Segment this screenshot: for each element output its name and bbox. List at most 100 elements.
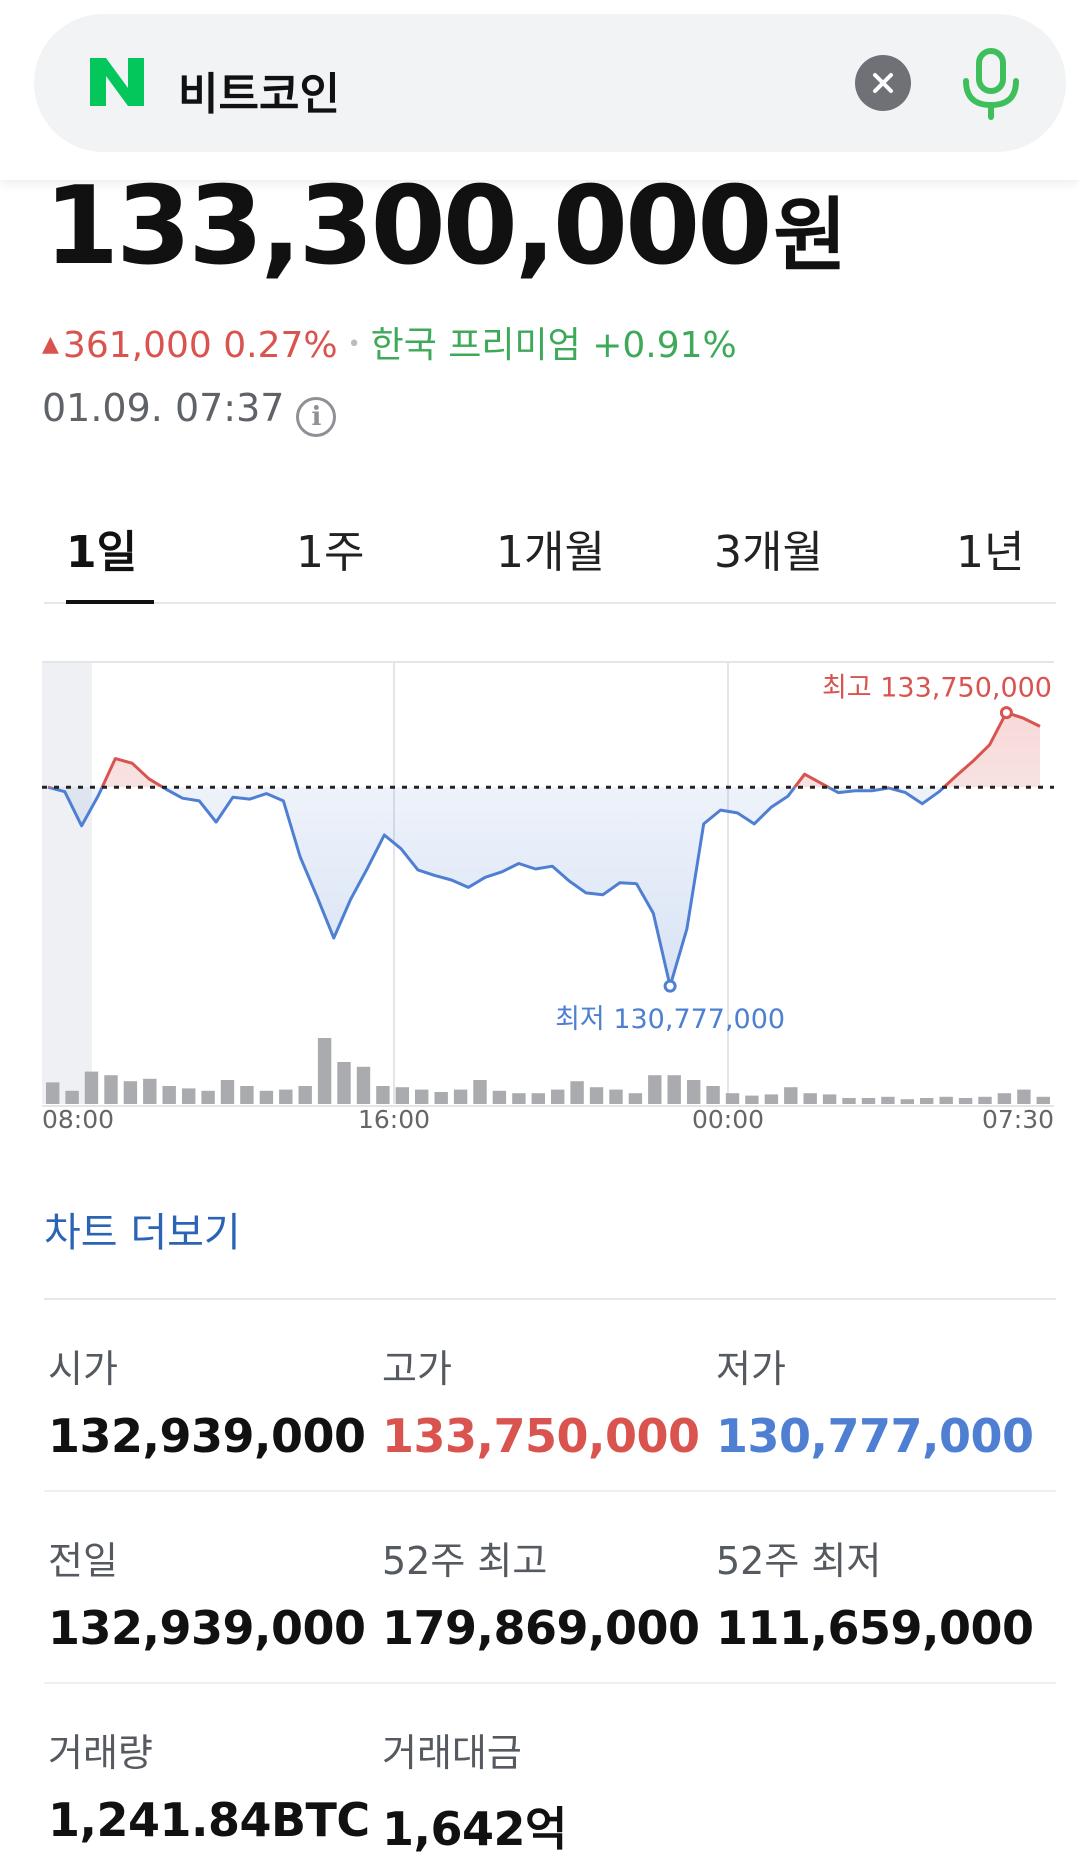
volume-bar xyxy=(337,1062,351,1104)
volume-bar xyxy=(1017,1089,1031,1104)
volume-bar xyxy=(861,1098,876,1104)
price-value: 133,300,000 xyxy=(44,164,772,289)
stat-value: 132,939,000 xyxy=(48,1409,366,1463)
tab-1-month[interactable]: 1개월 xyxy=(496,527,605,578)
stat-open: 시가 132,939,000 xyxy=(48,1338,366,1463)
volume-bars xyxy=(46,1038,1050,1104)
volume-bar xyxy=(997,1093,1012,1104)
volume-bar xyxy=(900,1099,914,1104)
clear-search-button[interactable] xyxy=(855,55,911,111)
volume-bar xyxy=(492,1090,507,1104)
stat-label: 시가 xyxy=(48,1347,118,1391)
tab-3-month[interactable]: 3개월 xyxy=(714,527,823,578)
stat-value: 130,777,000 xyxy=(716,1409,1034,1463)
volume-bar xyxy=(317,1038,332,1104)
stats-table: 시가 132,939,000 고가 133,750,000 저가 130,777… xyxy=(44,1298,1056,1876)
stat-label: 거래량 xyxy=(48,1731,153,1775)
high-label: 최고 133,750,000 xyxy=(822,673,1052,704)
x-tick-0000: 00:00 xyxy=(692,1105,764,1134)
search-header: 비트코인 xyxy=(0,0,1079,180)
volume-bar xyxy=(104,1075,118,1104)
stat-label: 전일 xyxy=(48,1539,118,1583)
stats-row: 거래량 1,241.84BTC 거래대금 1,642억 xyxy=(44,1684,1056,1876)
area-below-baseline xyxy=(48,787,1040,987)
volume-bar xyxy=(46,1082,60,1104)
stat-52w-low: 52주 최저 111,659,000 xyxy=(716,1530,1034,1655)
price-chart[interactable]: 최고 133,750,000 최저 130,777,000 08:00 16:0… xyxy=(40,650,1060,1140)
volume-bar xyxy=(220,1080,235,1104)
volume-bar xyxy=(182,1088,196,1104)
volume-bar xyxy=(395,1087,409,1104)
volume-bar xyxy=(745,1095,759,1104)
stat-value: 111,659,000 xyxy=(716,1601,1034,1655)
up-arrow-icon: ▲ xyxy=(42,332,59,357)
stat-value: 132,939,000 xyxy=(48,1601,366,1655)
timestamp-text: 01.09. 07:37 xyxy=(42,386,285,430)
volume-bar xyxy=(958,1098,973,1104)
stat-value: 179,869,000 xyxy=(382,1601,700,1655)
volume-bar xyxy=(570,1081,584,1104)
volume-bar xyxy=(279,1089,293,1104)
stat-52w-high: 52주 최고 179,869,000 xyxy=(382,1530,700,1655)
volume-bar xyxy=(376,1086,390,1104)
stat-low: 저가 130,777,000 xyxy=(716,1338,1034,1463)
naver-logo-icon[interactable] xyxy=(86,54,148,110)
microphone-icon[interactable] xyxy=(956,47,1026,121)
stats-row: 전일 132,939,000 52주 최고 179,869,000 52주 최저… xyxy=(44,1492,1056,1684)
x-tick-0730: 07:30 xyxy=(982,1105,1054,1134)
current-price: 133,300,000원 xyxy=(44,167,847,287)
search-input[interactable]: 비트코인 xyxy=(178,69,340,120)
low-label: 최저 130,777,000 xyxy=(555,1004,785,1035)
price-change: 361,000 0.27% xyxy=(62,325,338,366)
volume-bar xyxy=(531,1093,545,1104)
stat-label: 52주 최저 xyxy=(716,1539,882,1583)
korea-premium[interactable]: 한국 프리미엄 +0.91% xyxy=(370,325,737,366)
stat-high: 고가 133,750,000 xyxy=(382,1338,700,1463)
stat-label: 52주 최고 xyxy=(382,1539,548,1583)
pre-market-shade xyxy=(42,662,92,1104)
x-tick-1600: 16:00 xyxy=(358,1105,430,1134)
volume-bar xyxy=(589,1087,604,1104)
more-chart-link[interactable]: 차트 더보기 xyxy=(44,1210,241,1256)
stat-value: 133,750,000 xyxy=(382,1409,700,1463)
volume-bar xyxy=(453,1089,468,1104)
change-row: ▲ 361,000 0.27% • 한국 프리미엄 +0.91% xyxy=(42,316,737,368)
volume-bar xyxy=(628,1093,643,1104)
volume-bar xyxy=(939,1096,953,1104)
low-point-marker xyxy=(663,979,677,993)
stat-label: 거래대금 xyxy=(382,1731,522,1775)
volume-bar xyxy=(512,1093,526,1104)
volume-bar xyxy=(881,1096,895,1104)
stat-label: 고가 xyxy=(382,1347,452,1391)
volume-bar xyxy=(687,1080,701,1104)
volume-bar xyxy=(162,1086,176,1104)
volume-bar xyxy=(784,1087,798,1104)
stat-prev-close: 전일 132,939,000 xyxy=(48,1530,366,1655)
volume-bar xyxy=(551,1089,565,1104)
tab-1-week[interactable]: 1주 xyxy=(296,527,365,578)
tab-1-day[interactable]: 1일 xyxy=(66,527,138,578)
stat-value: 1,642억 xyxy=(382,1802,567,1856)
search-bar[interactable]: 비트코인 xyxy=(34,14,1066,152)
volume-bar xyxy=(65,1090,79,1104)
volume-bar xyxy=(609,1089,623,1104)
timestamp: 01.09. 07:37 i xyxy=(42,386,337,437)
volume-bar xyxy=(84,1071,99,1104)
volume-bar xyxy=(356,1066,371,1104)
stat-volume: 거래량 1,241.84BTC xyxy=(48,1722,370,1847)
info-icon[interactable]: i xyxy=(296,397,337,437)
volume-bar xyxy=(143,1078,157,1104)
active-tab-indicator xyxy=(66,600,154,604)
volume-bar xyxy=(706,1086,720,1104)
volume-bar xyxy=(259,1090,274,1104)
volume-bar xyxy=(920,1098,934,1104)
period-tabs: 1일 1주 1개월 3개월 1년 xyxy=(44,500,1056,604)
high-point-marker xyxy=(999,706,1013,720)
separator-dot: • xyxy=(347,332,361,357)
volume-bar xyxy=(822,1094,837,1104)
volume-bar xyxy=(298,1086,312,1104)
tab-1-year[interactable]: 1년 xyxy=(956,527,1025,578)
volume-bar xyxy=(123,1081,138,1104)
stat-label: 저가 xyxy=(716,1347,786,1391)
volume-bar xyxy=(648,1075,662,1104)
